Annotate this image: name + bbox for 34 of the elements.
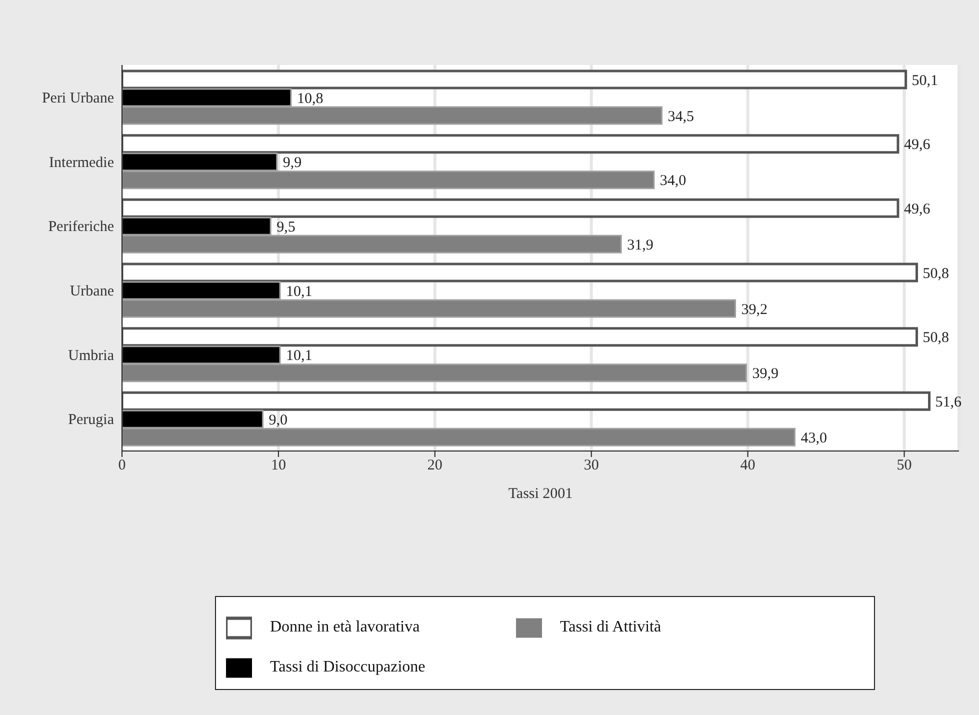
- data-label: 50,8: [922, 330, 950, 346]
- data-label: 34,5: [668, 108, 694, 125]
- x-tick-label: 20: [427, 458, 442, 474]
- data-label: 51,6: [935, 394, 962, 410]
- data-label: 39,9: [752, 366, 778, 382]
- data-label: 49,6: [904, 201, 931, 218]
- data-label: 10,1: [286, 348, 312, 364]
- y-tick-label: Urbane: [70, 283, 114, 300]
- data-label: 31,9: [627, 237, 654, 254]
- y-tick-label: Perugia: [68, 412, 114, 428]
- x-axis-title: Tassi 2001: [508, 486, 573, 502]
- y-tick-label: Periferiche: [48, 219, 114, 236]
- x-tick-label: 50: [896, 458, 912, 474]
- x-tick-label: 40: [740, 458, 756, 474]
- legend-label: Tassi di Disoccupazione: [270, 658, 426, 676]
- data-label: 39,2: [741, 302, 768, 318]
- data-label: 9,5: [276, 219, 296, 236]
- data-label: 34,0: [660, 173, 686, 190]
- y-tick-label: Umbria: [68, 348, 114, 364]
- x-tick-label: 10: [270, 458, 286, 474]
- data-label: 10,8: [296, 90, 324, 107]
- data-label: 50,8: [922, 266, 950, 282]
- y-tick-label: Peri Urbane: [42, 90, 114, 106]
- data-label: 43,0: [800, 430, 827, 446]
- data-label: 9,0: [268, 412, 288, 428]
- x-tick-label: 30: [584, 458, 599, 474]
- data-label: 50,1: [912, 72, 938, 89]
- legend-label: Tassi di Attività: [560, 618, 662, 636]
- y-tick-label: Intermedie: [49, 154, 114, 171]
- data-label: 9,9: [282, 155, 302, 172]
- data-label: 10,1: [286, 284, 312, 300]
- data-label: 49,6: [904, 137, 931, 154]
- legend-label: Donne in età lavorativa: [270, 618, 420, 636]
- x-tick-label: 0: [118, 458, 126, 474]
